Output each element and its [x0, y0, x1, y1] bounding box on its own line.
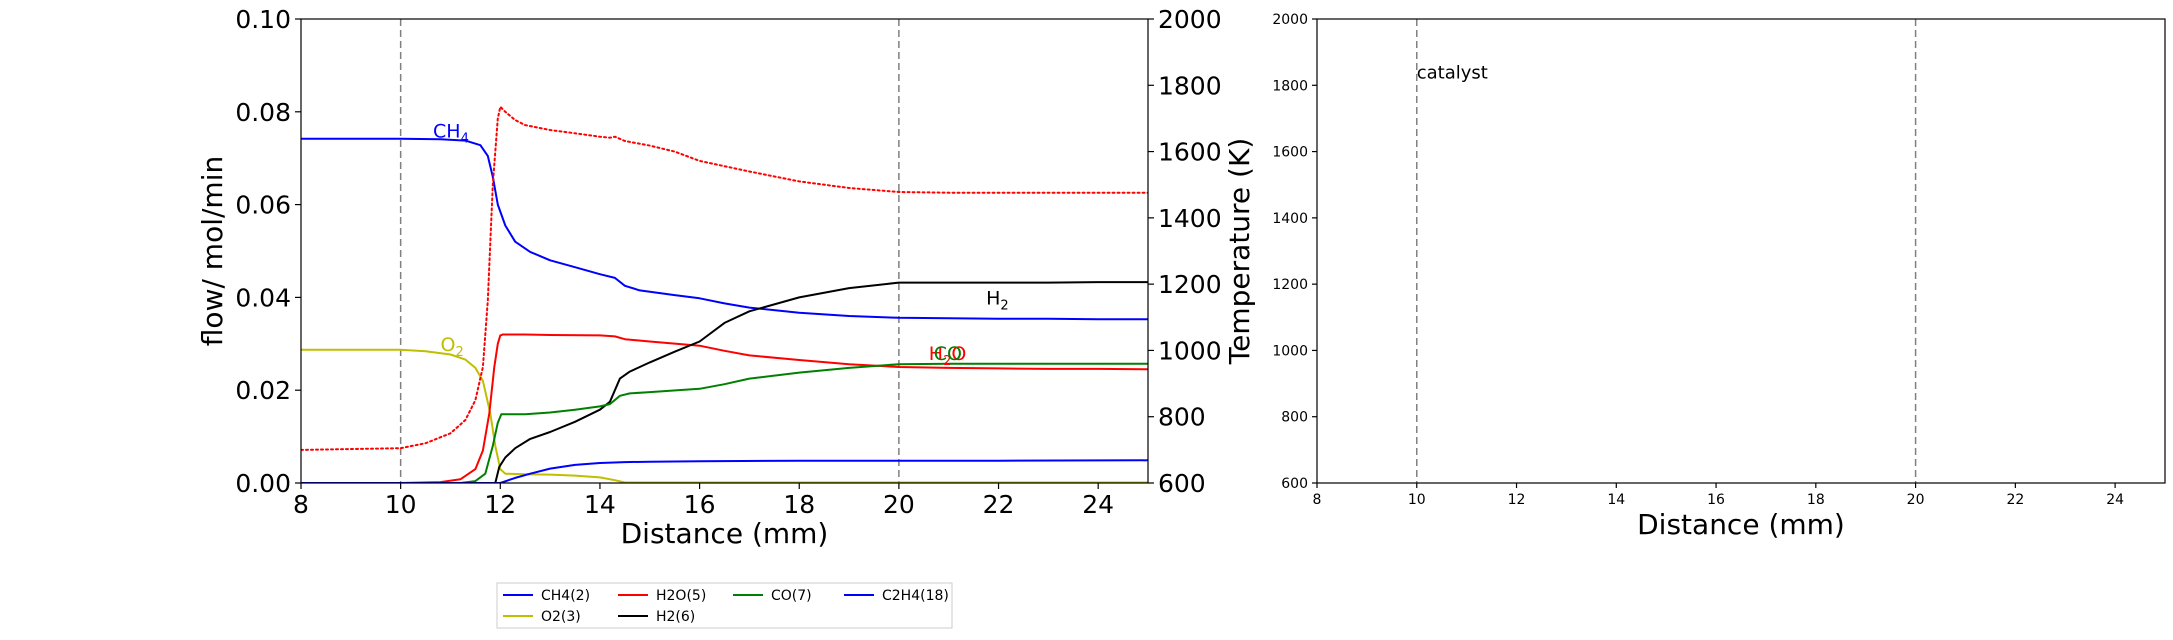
x-tick-label: 14: [584, 490, 616, 519]
legend-label: H2(6): [656, 609, 695, 625]
series-line-o2-3-: [301, 348, 1148, 483]
x-tick-label: 8: [293, 490, 309, 519]
x-tick-label: 24: [1082, 490, 1114, 519]
y-tick-label: 0.08: [235, 98, 291, 127]
y-tick-label: 0.06: [235, 191, 291, 220]
species-annotation: CO: [934, 343, 962, 365]
y-tick-label: 1800: [1272, 78, 1308, 94]
y-tick-label: 0.04: [235, 283, 291, 312]
y-tick-label: 2000: [1272, 12, 1308, 28]
x-tick-label: 18: [783, 490, 815, 519]
y-tick-label: 0.10: [235, 5, 291, 34]
left-chart-panel: 8 10 12 14 16 18 20 22 24 0.00 0.02 0.04 0.06 0.08 0.1…: [196, 5, 1256, 629]
x-tick-label: 18: [1807, 492, 1825, 508]
x-tick-label: 20: [883, 490, 915, 519]
legend: CH4(2) H2O(5) CO(7) C2H4(18) O2(3) H2(6): [496, 582, 953, 629]
series-line-c2h4-18-: [301, 459, 1148, 483]
legend-label: CH4(2): [541, 588, 590, 604]
y-right-tick-label: 1600: [1158, 138, 1222, 167]
x-tick-label: 8: [1313, 492, 1322, 508]
y-right-axis-label: Temperature (K): [1223, 138, 1256, 365]
series-line-ch4-2-: [301, 137, 1148, 321]
x-tick-label: 12: [1508, 492, 1526, 508]
x-tick-label: 12: [484, 490, 516, 519]
x-tick-label: 22: [983, 490, 1015, 519]
catalyst-annotation: catalyst: [1417, 63, 1488, 84]
x-tick-label: 22: [2006, 492, 2024, 508]
legend-frame: [496, 582, 953, 629]
series-line-h2o-5-: [301, 333, 1148, 483]
series-line-h2-6-: [301, 281, 1148, 483]
legend-label: H2O(5): [656, 588, 706, 604]
species-annotation: H2: [986, 287, 1009, 313]
legend-label: O2(3): [541, 609, 581, 625]
x-axis-label: Distance (mm): [1637, 508, 1845, 541]
x-tick-label: 16: [684, 490, 716, 519]
y-right-tick-label: 600: [1158, 469, 1206, 498]
y-right-tick-label: 1200: [1158, 270, 1222, 299]
x-tick-label: 16: [1707, 492, 1725, 508]
y-right-tick-label: 1800: [1158, 71, 1222, 100]
y-tick-label: 0.02: [235, 376, 291, 405]
left-plot-area: [301, 105, 1148, 483]
series-line-temperature: [301, 105, 1148, 451]
right-plot-frame: [1316, 18, 2166, 484]
species-annotation: O2: [441, 334, 464, 360]
y-right-tick-label: 2000: [1158, 5, 1222, 34]
y-tick-label: 600: [1281, 476, 1308, 492]
y-right-tick-label: 800: [1158, 403, 1206, 432]
y-right-tick-label: 1000: [1158, 336, 1222, 365]
y-tick-label: 1200: [1272, 277, 1308, 293]
y-tick-label: 1400: [1272, 211, 1308, 227]
legend-label: CO(7): [771, 588, 812, 604]
y-tick-label: 1000: [1272, 343, 1308, 359]
series-line-co-7-: [301, 362, 1148, 483]
y-axis-label: flow/ mol/min: [196, 156, 229, 346]
x-tick-label: 20: [1907, 492, 1925, 508]
y-tick-label: 800: [1281, 410, 1308, 426]
right-chart-panel: 8 10 12 14 16 18 20 22 24 600 800 1000 1200 1400 1600 1…: [1272, 12, 2166, 541]
y-right-tick-label: 1400: [1158, 204, 1222, 233]
x-tick-label: 14: [1607, 492, 1625, 508]
species-annotation: CH4: [433, 120, 469, 146]
left-plot-frame: [300, 18, 1149, 484]
legend-label: C2H4(18): [882, 588, 949, 604]
x-tick-label: 10: [1408, 492, 1426, 508]
x-tick-label: 10: [385, 490, 417, 519]
species-annotation: H2O: [929, 343, 967, 369]
x-axis-label: Distance (mm): [621, 517, 829, 550]
y-tick-label: 0.00: [235, 469, 291, 498]
y-tick-label: 1600: [1272, 145, 1308, 161]
x-tick-label: 24: [2106, 492, 2124, 508]
